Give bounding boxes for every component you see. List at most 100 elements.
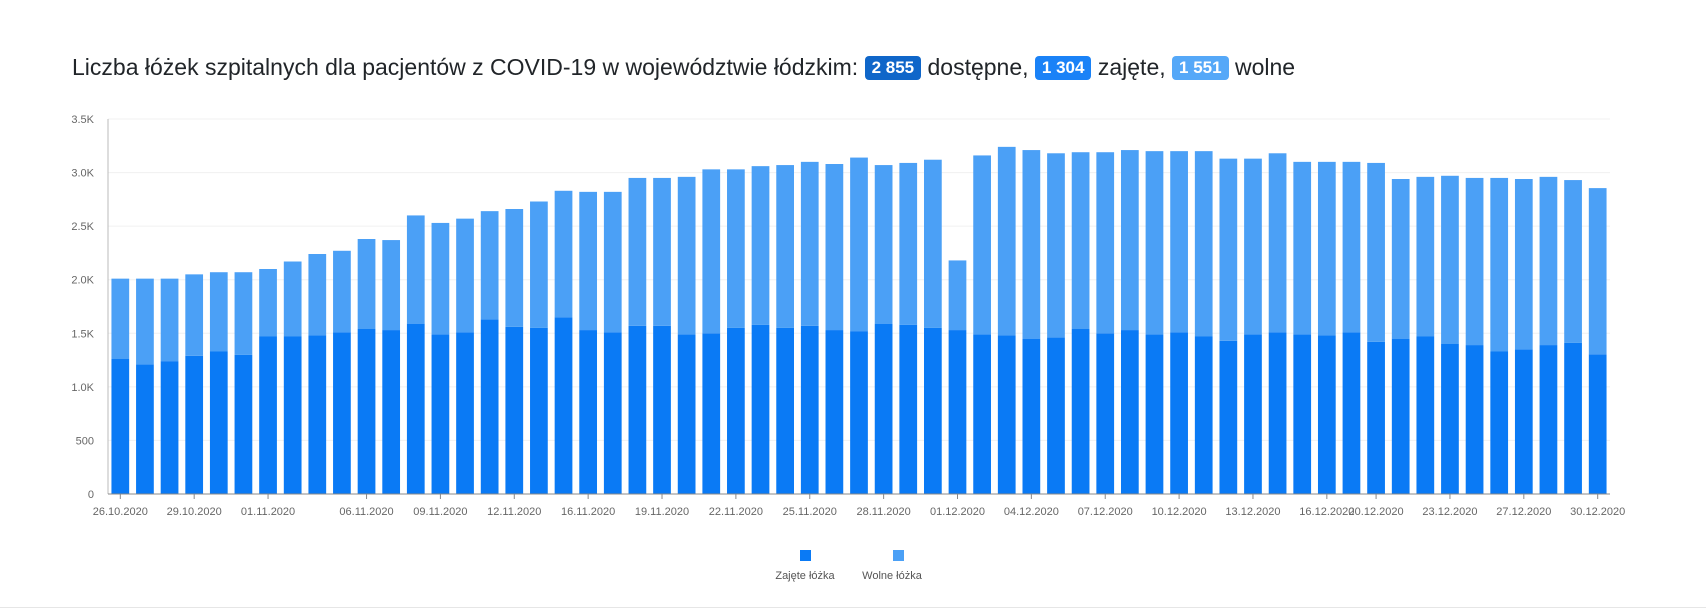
- bar-occupied: [1293, 334, 1312, 494]
- bar-occupied: [480, 319, 499, 494]
- bar-free: [1096, 152, 1115, 334]
- bar-occupied: [1071, 329, 1090, 494]
- bar-free: [308, 254, 327, 336]
- bar-free: [751, 166, 770, 325]
- bar-occupied: [677, 334, 696, 494]
- bar-free: [480, 211, 499, 320]
- bar-occupied: [1514, 349, 1533, 494]
- bar-free: [1514, 179, 1533, 350]
- bar-occupied: [431, 334, 450, 494]
- bar-occupied: [1465, 345, 1484, 494]
- x-tick-label: 06.11.2020: [339, 506, 393, 518]
- bar-free: [283, 261, 302, 337]
- bar-occupied: [382, 330, 401, 494]
- bar-free: [653, 177, 671, 326]
- bar-free: [1342, 161, 1361, 333]
- legend-occupied-label: Zajęte łóżka: [775, 570, 835, 582]
- y-tick-label: 0: [88, 489, 94, 501]
- bar-occupied: [800, 325, 819, 494]
- x-tick-label: 28.11.2020: [856, 506, 910, 518]
- y-tick-label: 2.0K: [71, 275, 94, 287]
- bar-occupied: [1490, 351, 1509, 494]
- bar-free: [357, 239, 376, 329]
- bar-occupied: [1268, 332, 1287, 494]
- bar-free: [1367, 162, 1385, 342]
- x-tick-label: 23.12.2020: [1422, 506, 1477, 518]
- bed-occupancy-chart: 0 500 1.0K 1.5K 2.0K 2.5K 3.0K 3.5K 26.10.2020 29…: [71, 114, 1625, 582]
- bar-occupied: [1145, 334, 1164, 494]
- bar-occupied: [1219, 340, 1238, 494]
- bar-occupied: [554, 317, 573, 494]
- title-text: Liczba łóżek szpitalnych dla pacjentów z…: [72, 54, 859, 80]
- bar-occupied: [751, 324, 770, 494]
- bar-occupied: [825, 330, 844, 494]
- bar-occupied: [1047, 337, 1065, 494]
- bar-free: [1120, 150, 1139, 331]
- bar-occupied: [456, 332, 474, 494]
- bar-occupied: [333, 332, 351, 494]
- bar-occupied: [603, 332, 622, 494]
- bar-occupied: [1244, 334, 1262, 494]
- bar-free: [209, 272, 228, 352]
- bar-occupied: [1022, 338, 1041, 494]
- bar-occupied: [997, 335, 1016, 494]
- bar-free: [1293, 161, 1312, 335]
- bar-free: [160, 278, 179, 362]
- bar-occupied: [874, 323, 893, 494]
- y-tick-label: 2.5K: [71, 221, 94, 233]
- x-tick-label: 26.10.2020: [93, 506, 148, 518]
- bar-free: [1416, 176, 1435, 337]
- bar-free: [727, 169, 745, 328]
- x-tick-label: 29.10.2020: [167, 506, 222, 518]
- bar-occupied: [1120, 330, 1139, 494]
- bar-free: [776, 165, 794, 328]
- bar-free: [406, 215, 425, 324]
- bar-occupied: [727, 327, 745, 494]
- bar-free: [259, 269, 277, 337]
- bar-occupied: [1096, 333, 1115, 494]
- bar-free: [825, 164, 844, 331]
- bar-occupied: [1539, 345, 1558, 494]
- x-tick-label: 19.11.2020: [635, 506, 689, 518]
- y-tick-label: 3.0K: [71, 168, 94, 180]
- bar-occupied: [850, 331, 868, 494]
- bar-free: [800, 161, 819, 326]
- x-tick-label: 04.12.2020: [1004, 506, 1059, 518]
- free-beds-label: wolne: [1234, 54, 1296, 80]
- bar-free: [850, 157, 868, 332]
- bar-free: [234, 272, 253, 355]
- x-tick-label: 16.11.2020: [561, 506, 615, 518]
- legend-free-swatch: [893, 550, 904, 561]
- bar-occupied: [259, 336, 277, 494]
- bar-occupied: [924, 327, 942, 494]
- total-beds-badge: 2 855: [864, 56, 922, 80]
- bar-free: [136, 278, 154, 365]
- bar-occupied: [406, 323, 425, 494]
- bar-free: [1194, 151, 1213, 337]
- bar-free: [431, 222, 450, 335]
- bar-free: [948, 260, 967, 331]
- bar-occupied: [1367, 341, 1385, 494]
- bar-free: [973, 155, 991, 335]
- y-tick-label: 1.5K: [71, 328, 94, 340]
- x-tick-label: 01.12.2020: [930, 506, 985, 518]
- bar-free: [874, 165, 893, 324]
- bar-free: [579, 191, 598, 331]
- bar-free: [1047, 153, 1065, 338]
- bar-free: [505, 209, 524, 327]
- bar-occupied: [136, 364, 154, 494]
- bar-occupied: [505, 326, 524, 494]
- bar-free: [1145, 151, 1164, 335]
- bar-occupied: [948, 330, 967, 494]
- bar-occupied: [1588, 354, 1607, 494]
- bar-occupied: [579, 330, 598, 494]
- x-tick-label: 16.12.2020: [1299, 506, 1354, 518]
- bar-free: [1539, 176, 1558, 346]
- bar-occupied: [1317, 335, 1336, 494]
- bar-free: [1465, 177, 1484, 346]
- x-tick-label: 10.12.2020: [1152, 506, 1207, 518]
- bar-free: [1564, 180, 1582, 343]
- bar-free: [924, 159, 942, 328]
- x-tick-label: 22.11.2020: [709, 506, 763, 518]
- x-tick-label: 20.12.2020: [1349, 506, 1404, 518]
